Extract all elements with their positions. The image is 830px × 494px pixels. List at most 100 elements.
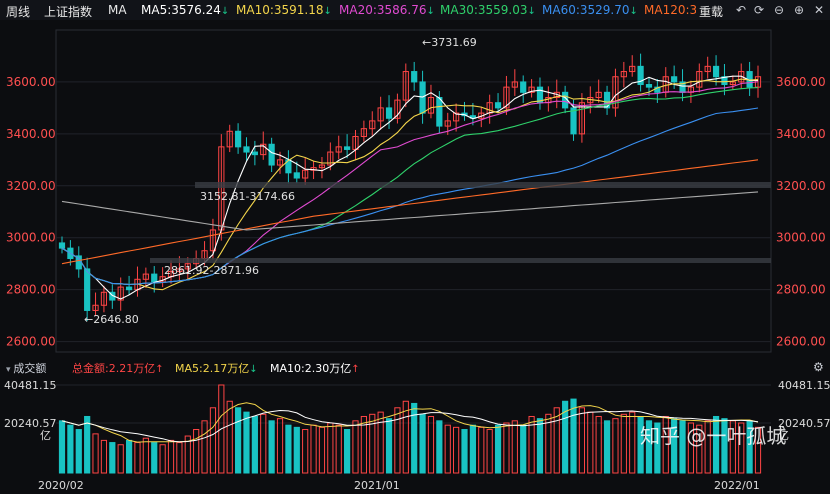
- volume-bar: [327, 422, 334, 474]
- volume-bar: [419, 413, 426, 474]
- volume-axis-top-left: 40481.15: [4, 379, 57, 392]
- candle-body: [58, 242, 66, 249]
- volume-bar: [377, 411, 384, 474]
- volume-axis-mid-left: 20240.57: [4, 417, 57, 430]
- candle-body: [176, 268, 183, 273]
- volume-bar: [427, 415, 435, 474]
- candle-body: [377, 107, 384, 122]
- volume-bar: [251, 415, 258, 474]
- candle-body: [528, 86, 535, 93]
- price-tick-right: 2800.00: [776, 283, 826, 297]
- volume-bar: [511, 420, 518, 474]
- close-icon[interactable]: ✕: [813, 3, 825, 17]
- volume-bar: [444, 424, 451, 474]
- volume-bar: [612, 418, 619, 474]
- volume-bar: [662, 415, 669, 474]
- candle-body: [570, 107, 577, 135]
- volume-bar: [293, 426, 300, 474]
- candle-body: [411, 71, 418, 83]
- price-tick-right: 3400.00: [776, 127, 826, 141]
- ma-label[interactable]: MA: [108, 3, 127, 17]
- candle-body: [92, 304, 99, 311]
- gap-band-lower: [150, 258, 771, 263]
- volume-chart[interactable]: 40481.15 20240.57 亿 40481.15 20240.57 亿 …: [0, 375, 830, 494]
- candle-body: [260, 143, 267, 156]
- ma250-line: [61, 191, 759, 231]
- volume-bar: [562, 400, 569, 474]
- candle-body: [268, 143, 275, 166]
- volume-bar: [117, 444, 124, 474]
- candle-body: [645, 84, 653, 88]
- refresh-icon[interactable]: ⟳: [753, 3, 765, 17]
- volume-total: 总金额:2.21万亿↑: [72, 362, 164, 375]
- candle-body: [704, 65, 711, 73]
- volume-unit-left: 亿: [40, 429, 51, 442]
- candle-body: [335, 146, 342, 153]
- volume-bar: [570, 398, 577, 474]
- price-tick-left: 3000.00: [6, 231, 56, 245]
- candle-body: [712, 65, 720, 78]
- volume-axis-top-right: 40481.15: [778, 379, 830, 392]
- candle-body: [276, 159, 284, 166]
- price-chart[interactable]: 3600.00 3400.00 3200.00 3000.00 2800.00 2600.…: [0, 20, 830, 357]
- volume-menu[interactable]: ▾ 成交额: [6, 362, 47, 375]
- candle-body: [494, 102, 502, 109]
- ma20-value: MA20:3586.76↓: [339, 3, 435, 17]
- volume-bar: [385, 418, 393, 474]
- volume-bar: [394, 407, 401, 474]
- volume-bar: [712, 415, 720, 474]
- candle-body: [344, 146, 351, 150]
- volume-bar: [134, 442, 141, 474]
- candle-body: [117, 286, 124, 301]
- volume-bar: [260, 413, 267, 474]
- restore-button[interactable]: 重载: [699, 5, 724, 19]
- gap-lower-label: 2861.92-2871.96: [164, 264, 259, 277]
- ma10-value: MA10:3591.18↓: [236, 3, 332, 17]
- candle-body: [251, 151, 258, 156]
- price-tick-left: 3400.00: [6, 127, 56, 141]
- price-tick-left: 3600.00: [6, 75, 56, 89]
- volume-bar: [754, 426, 762, 474]
- volume-bar: [620, 413, 627, 474]
- volume-bar: [201, 420, 208, 474]
- volume-settings-icon[interactable]: ⚙: [813, 360, 824, 374]
- volume-bar: [75, 429, 82, 474]
- volume-bar: [436, 420, 443, 474]
- period-tab[interactable]: 周线: [6, 5, 31, 19]
- undo-icon[interactable]: ↶: [735, 3, 747, 17]
- volume-bar: [369, 413, 376, 474]
- volume-bar: [285, 424, 292, 474]
- volume-bar: [159, 444, 166, 474]
- volume-ma5-line: [61, 409, 759, 443]
- volume-bar: [578, 407, 586, 474]
- index-name[interactable]: 上证指数: [44, 5, 93, 19]
- volume-header: ▾ 成交额 总金额:2.21万亿↑ MA5:2.17万亿↓ MA10:2.30万…: [0, 357, 830, 375]
- zoom-in-icon[interactable]: ⊕: [793, 3, 805, 17]
- zoom-out-icon[interactable]: ⊖: [773, 3, 785, 17]
- volume-bar: [226, 400, 233, 474]
- x-label-2020-02: 2020/02: [38, 479, 84, 492]
- candle-body: [151, 273, 158, 283]
- candle-body: [603, 91, 611, 109]
- volume-bar: [469, 424, 476, 474]
- candle-body: [369, 120, 376, 130]
- gap-upper-label: 3152.81-3174.66: [200, 190, 295, 203]
- price-tick-right: 2600.00: [776, 335, 826, 349]
- candle-body: [427, 97, 435, 114]
- candle-body: [84, 268, 91, 311]
- volume-axis-mid-right: 20240.57: [778, 417, 830, 430]
- volume-bar: [335, 424, 342, 474]
- volume-bar: [696, 424, 703, 474]
- volume-bar: [494, 424, 502, 474]
- volume-bar: [92, 433, 99, 474]
- volume-bar: [595, 415, 602, 474]
- candle-body: [184, 263, 191, 270]
- candle-body: [696, 71, 703, 88]
- price-tick-right: 3000.00: [776, 231, 826, 245]
- candle-body: [620, 71, 627, 78]
- candle-body: [595, 91, 602, 99]
- volume-bar: [109, 442, 116, 474]
- volume-bar: [520, 424, 527, 474]
- price-grid: [56, 81, 771, 343]
- volume-bar: [100, 439, 108, 474]
